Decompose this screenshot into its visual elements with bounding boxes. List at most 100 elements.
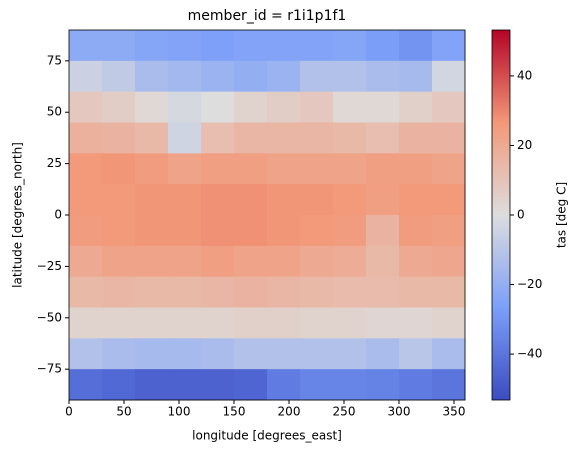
heatmap-cell (300, 307, 334, 339)
heatmap-cell (432, 184, 466, 216)
heatmap-cell (333, 60, 367, 93)
colorbar-tick-label: 0 (517, 208, 525, 222)
heatmap-cell (366, 91, 400, 123)
heatmap-cell (135, 215, 169, 247)
x-axis-label: longitude [degrees_east] (192, 429, 342, 443)
x-tick-label: 0 (65, 405, 73, 419)
heatmap-cell (102, 122, 136, 154)
heatmap-cell (267, 60, 301, 93)
heatmap-cell (366, 338, 400, 370)
colorbar-tick-label: −20 (517, 277, 542, 291)
heatmap-cell (399, 60, 433, 93)
heatmap-cell (102, 91, 136, 123)
heatmap-cell (201, 91, 235, 123)
heatmap-cell (366, 276, 400, 308)
heatmap-cell (201, 122, 235, 154)
heatmap-cell (300, 215, 334, 247)
heatmap-cell (399, 122, 433, 154)
heatmap-cell (333, 30, 367, 62)
x-tick-label: 150 (223, 405, 246, 419)
heatmap-cell (399, 276, 433, 308)
heatmap-cell (168, 60, 202, 93)
heatmap-cell (366, 30, 400, 62)
heatmap-cell (234, 30, 268, 62)
heatmap-cell (168, 30, 202, 62)
heatmap-cell (300, 245, 334, 278)
y-tick-label: 50 (47, 105, 62, 119)
heatmap-cell (432, 276, 466, 308)
heatmap-cell (168, 276, 202, 308)
heatmap-cell (432, 91, 466, 123)
heatmap-cell (234, 338, 268, 370)
heatmap-cell (102, 60, 136, 93)
heatmap-cell (267, 369, 301, 401)
heatmap-cell (69, 215, 103, 247)
heatmap-cell (168, 184, 202, 216)
heatmap-cell (135, 30, 169, 62)
heatmap-cell (201, 30, 235, 62)
heatmap-cell (432, 307, 466, 339)
heatmap-cell (399, 369, 433, 401)
heatmap-cell (300, 60, 334, 93)
heatmap-cell (201, 215, 235, 247)
x-tick-label: 50 (116, 405, 131, 419)
heatmap-cell (300, 30, 334, 62)
heatmap-cell (168, 307, 202, 339)
heatmap-cell (168, 369, 202, 401)
heatmap-cell (201, 369, 235, 401)
heatmap-cell (333, 276, 367, 308)
heatmap-cell (102, 245, 136, 278)
y-tick-label: 0 (54, 208, 62, 222)
heatmap-cell (432, 338, 466, 370)
heatmap-cell (102, 276, 136, 308)
heatmap-cell (234, 60, 268, 93)
heatmap-cell (366, 369, 400, 401)
heatmap-cell (432, 369, 466, 401)
heatmap-cell (399, 245, 433, 278)
heatmap-cell (234, 153, 268, 185)
heatmap-cell (267, 184, 301, 216)
x-tick-label: 250 (333, 405, 356, 419)
heatmap-cell (366, 307, 400, 339)
x-tick-label: 100 (168, 405, 191, 419)
heatmap-cell (234, 276, 268, 308)
heatmap-cell (201, 276, 235, 308)
colorbar-tick-label: 20 (517, 138, 532, 152)
heatmap-cell (135, 153, 169, 185)
heatmap-cell (135, 91, 169, 123)
heatmap-cell (432, 60, 466, 93)
heatmap-cell (102, 338, 136, 370)
y-tick-label: −25 (37, 259, 62, 273)
heatmap-cell (399, 338, 433, 370)
heatmap-cell (333, 153, 367, 185)
heatmap-cell (333, 215, 367, 247)
heatmap-cell (168, 245, 202, 278)
heatmap-cell (432, 122, 466, 154)
heatmap-cell (168, 215, 202, 247)
heatmap-cell (267, 91, 301, 123)
heatmap-cell (399, 30, 433, 62)
heatmap-cell (399, 307, 433, 339)
heatmap-cell (135, 122, 169, 154)
heatmap-cell (102, 369, 136, 401)
heatmap-cell (102, 30, 136, 62)
chart-title: member_id = r1i1p1f1 (188, 8, 347, 24)
heatmap-cell (102, 307, 136, 339)
heatmap-cell (366, 184, 400, 216)
heatmap-cell (300, 276, 334, 308)
heatmap-cell (69, 91, 103, 123)
heatmap-cell (234, 122, 268, 154)
heatmap-cell (399, 215, 433, 247)
heatmap-cell (333, 184, 367, 216)
heatmap-cell (333, 122, 367, 154)
heatmap-cell (201, 60, 235, 93)
heatmap-cell (69, 30, 103, 62)
heatmap-cell (399, 153, 433, 185)
heatmap-cell (135, 338, 169, 370)
heatmap-cell (168, 338, 202, 370)
y-tick-label: 25 (47, 156, 62, 170)
y-tick-label: −75 (37, 362, 62, 376)
heatmap-cell (168, 153, 202, 185)
heatmap-cell (69, 369, 103, 401)
heatmap-cell (135, 60, 169, 93)
